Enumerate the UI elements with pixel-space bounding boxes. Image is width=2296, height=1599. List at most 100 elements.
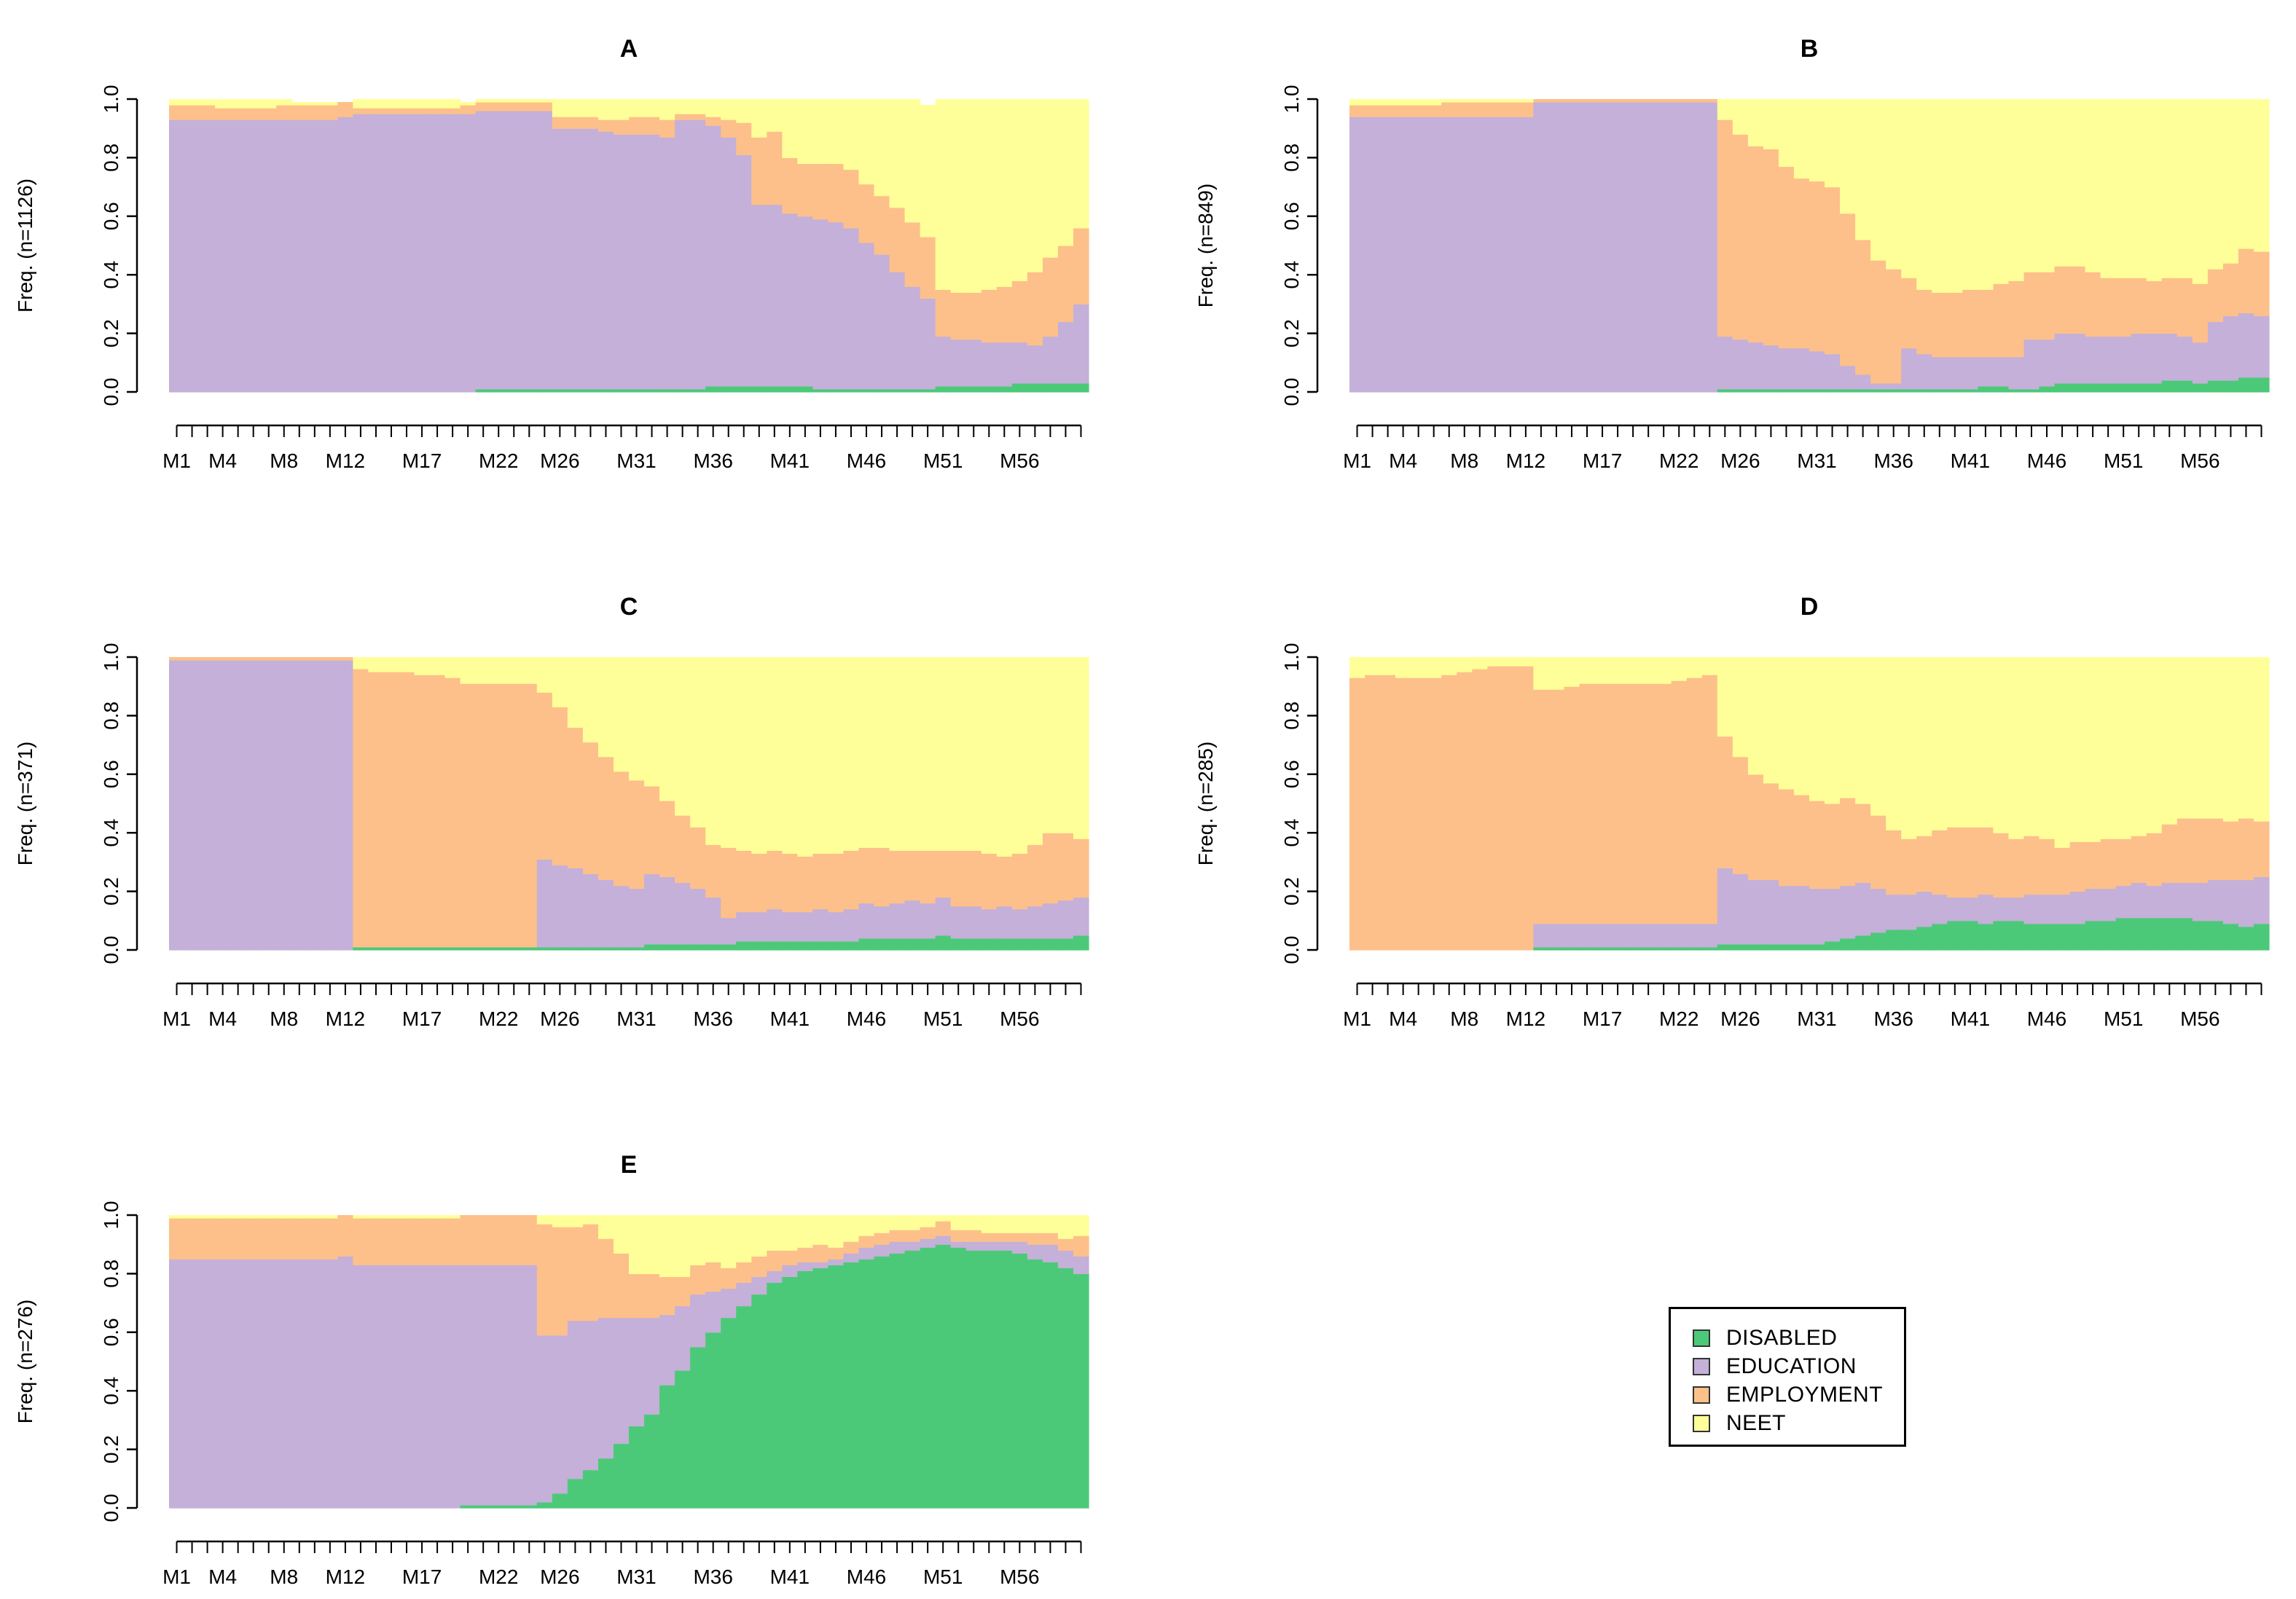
bar-education-m38 bbox=[1916, 891, 1932, 927]
bar-disabled-m54 bbox=[981, 385, 998, 393]
bar-disabled-m18 bbox=[1610, 946, 1626, 951]
y-axis-label: Freq. (n=285) bbox=[1194, 742, 1217, 865]
bar-disabled-m28 bbox=[582, 388, 599, 393]
bar-neet-m21 bbox=[475, 99, 492, 103]
panel-title: C bbox=[620, 593, 638, 621]
bar-disabled-m31 bbox=[1809, 943, 1825, 951]
bar-neet-m5 bbox=[230, 1215, 246, 1219]
bar-neet-m39 bbox=[751, 99, 767, 138]
bar-neet-m24 bbox=[1701, 657, 1718, 675]
bar-disabled-m53 bbox=[2146, 917, 2163, 951]
bar-neet-m37 bbox=[1901, 657, 1917, 839]
bar-neet-m58 bbox=[2222, 99, 2239, 264]
bar-neet-m32 bbox=[644, 657, 660, 787]
bar-neet-m57 bbox=[2207, 657, 2224, 819]
bar-neet-m1 bbox=[169, 1215, 185, 1219]
bar-employment-m41 bbox=[782, 1250, 798, 1265]
bar-education-m30 bbox=[1793, 347, 1810, 390]
bar-education-m24 bbox=[521, 111, 538, 390]
bar-disabled-m60 bbox=[1073, 935, 1089, 951]
bar-education-m29 bbox=[597, 879, 614, 948]
bar-employment-m50 bbox=[920, 1227, 936, 1239]
bar-employment-m1 bbox=[1349, 105, 1366, 117]
bar-employment-m48 bbox=[889, 1230, 906, 1242]
bar-neet-m37 bbox=[1901, 99, 1917, 278]
x-tick-label: M31 bbox=[1797, 449, 1836, 472]
bar-disabled-m48 bbox=[889, 1253, 906, 1509]
bar-employment-m16 bbox=[399, 108, 415, 114]
bar-education-m11 bbox=[1502, 117, 1519, 393]
bar-disabled-m23 bbox=[506, 388, 522, 393]
bar-employment-m6 bbox=[246, 1218, 262, 1260]
bar-employment-m39 bbox=[1932, 292, 1948, 358]
bar-neet-m32 bbox=[1825, 657, 1841, 804]
bar-neet-m53 bbox=[965, 657, 982, 851]
bar-neet-m36 bbox=[705, 1215, 721, 1262]
bar-neet-m43 bbox=[812, 1215, 829, 1245]
bar-employment-m38 bbox=[736, 122, 752, 155]
bar-disabled-m33 bbox=[659, 943, 675, 951]
y-tick-label: 0.6 bbox=[1280, 760, 1303, 788]
legend-item-neet: NEET bbox=[1693, 1410, 1786, 1437]
bar-employment-m50 bbox=[2100, 278, 2117, 337]
y-tick-label: 0.4 bbox=[1280, 261, 1303, 289]
panel-title: E bbox=[621, 1151, 638, 1179]
bar-neet-m10 bbox=[1487, 657, 1503, 667]
bar-employment-m12 bbox=[1518, 666, 1534, 951]
bar-employment-m44 bbox=[828, 163, 845, 223]
bar-neet-m24 bbox=[521, 657, 538, 684]
bar-disabled-m38 bbox=[736, 385, 752, 393]
x-tick-label: M17 bbox=[1583, 1007, 1622, 1030]
bar-disabled-m59 bbox=[1057, 938, 1074, 951]
bar-education-m6 bbox=[246, 119, 262, 393]
bar-employment-m36 bbox=[705, 1262, 721, 1292]
bar-employment-m60 bbox=[1073, 838, 1089, 898]
x-tick-label: M46 bbox=[847, 449, 886, 472]
bar-education-m53 bbox=[2146, 885, 2163, 919]
bar-neet-m17 bbox=[414, 1215, 431, 1219]
bar-employment-m8 bbox=[1457, 102, 1473, 117]
bar-education-m33 bbox=[1840, 365, 1856, 390]
bar-disabled-m25 bbox=[536, 388, 553, 393]
bar-education-m52 bbox=[950, 905, 967, 939]
bar-employment-m12 bbox=[337, 657, 353, 661]
bar-education-m4 bbox=[215, 119, 231, 393]
bar-employment-m11 bbox=[1502, 666, 1519, 951]
bar-employment-m38 bbox=[1916, 289, 1932, 355]
bar-education-m19 bbox=[1625, 102, 1642, 393]
bar-disabled-m41 bbox=[1962, 920, 1978, 951]
bar-employment-m57 bbox=[1027, 272, 1043, 346]
bar-education-m21 bbox=[1656, 102, 1672, 393]
bar-education-m48 bbox=[2069, 333, 2086, 384]
bar-disabled-m36 bbox=[1886, 388, 1902, 393]
bar-education-m27 bbox=[1747, 879, 1764, 945]
x-tick-label: M41 bbox=[1951, 449, 1990, 472]
bar-education-m5 bbox=[1411, 117, 1427, 393]
bar-education-m55 bbox=[996, 342, 1013, 387]
bar-education-m24 bbox=[1701, 923, 1718, 948]
bar-employment-m5 bbox=[230, 108, 246, 120]
bar-neet-m46 bbox=[858, 657, 875, 848]
bar-employment-m17 bbox=[1594, 99, 1611, 103]
bar-neet-m15 bbox=[383, 657, 400, 672]
bar-education-m49 bbox=[904, 1241, 921, 1251]
bar-employment-m51 bbox=[935, 289, 952, 337]
bar-employment-m28 bbox=[1763, 782, 1779, 881]
bar-employment-m43 bbox=[812, 853, 829, 910]
bar-disabled-m21 bbox=[475, 388, 492, 393]
x-tick-label: M4 bbox=[208, 449, 237, 472]
bar-education-m14 bbox=[368, 114, 385, 393]
bar-education-m37 bbox=[721, 1288, 737, 1319]
bar-neet-m31 bbox=[629, 99, 645, 117]
bar-employment-m23 bbox=[1686, 677, 1703, 924]
bar-employment-m34 bbox=[675, 815, 691, 884]
bar-disabled-m39 bbox=[1932, 388, 1948, 393]
bar-employment-m23 bbox=[1686, 99, 1703, 103]
bar-neet-m52 bbox=[2131, 657, 2147, 836]
bar-employment-m22 bbox=[490, 1215, 507, 1265]
x-tick-label: M1 bbox=[1343, 1007, 1371, 1030]
bar-disabled-m46 bbox=[2039, 923, 2056, 951]
bar-disabled-m54 bbox=[2161, 380, 2178, 393]
bar-education-m27 bbox=[567, 1320, 584, 1480]
bar-employment-m46 bbox=[2039, 838, 2056, 895]
